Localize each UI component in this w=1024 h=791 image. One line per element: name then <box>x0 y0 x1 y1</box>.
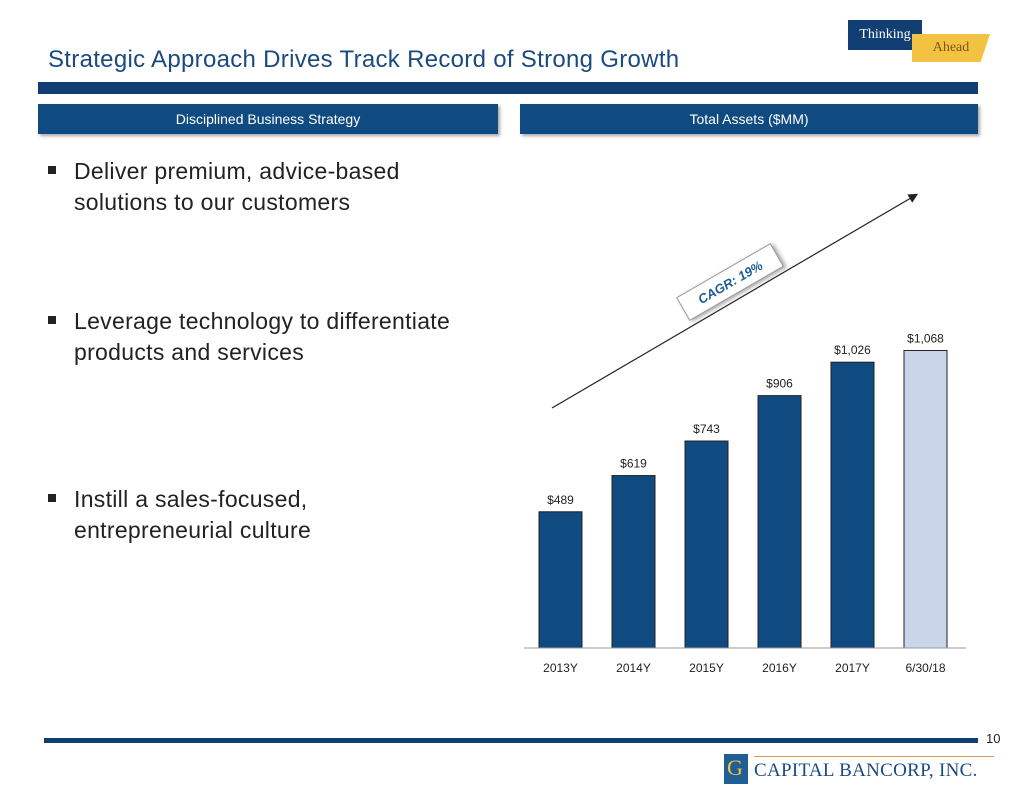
footer-divider <box>44 738 978 743</box>
bullet-text: Deliver premium, advice-based solutions … <box>74 158 400 215</box>
logo-glyph: G <box>727 755 743 780</box>
title-divider <box>38 82 978 94</box>
brand-thinking: Thinking <box>848 20 922 50</box>
logo-rule <box>754 756 994 757</box>
bullet-text: Instill a sales-focused, entrepreneurial… <box>74 486 312 543</box>
value-label: $619 <box>620 457 647 471</box>
strategy-section-header: Disciplined Business Strategy <box>38 104 498 134</box>
bar-2016Y <box>757 395 802 649</box>
bullet-square-icon <box>48 166 56 174</box>
cagr-trend-arrow <box>551 193 919 409</box>
bar-2017Y <box>830 361 875 649</box>
logo-mark-icon: G <box>724 754 748 784</box>
bar-2013Y <box>538 511 583 649</box>
cagr-callout-box <box>676 243 784 321</box>
assets-section-header: Total Assets ($MM) <box>520 104 978 134</box>
category-label: 2014Y <box>616 661 651 675</box>
bar-2015Y <box>684 440 729 649</box>
page-title: Strategic Approach Drives Track Record o… <box>48 46 680 73</box>
bullet-item: Deliver premium, advice-based solutions … <box>48 156 468 218</box>
page-number: 10 <box>986 731 1001 746</box>
value-label: $1,068 <box>907 331 944 345</box>
brand-ahead: Ahead <box>912 34 990 62</box>
value-label: $906 <box>766 377 793 391</box>
total-assets-chart: $489 2013Y $619 2014Y $743 2015Y $906 2016Y $1,0… <box>510 180 980 680</box>
bullet-item: Leverage technology to differentiate pro… <box>48 306 468 368</box>
chart-canvas: $489 2013Y $619 2014Y $743 2015Y $906 2016Y $1,0… <box>524 193 966 675</box>
bullet-square-icon <box>48 494 56 502</box>
category-label: 2017Y <box>835 661 870 675</box>
category-label: 2015Y <box>689 661 724 675</box>
bullet-text: Leverage technology to differentiate pro… <box>74 308 451 365</box>
category-label: 6/30/18 <box>905 661 945 675</box>
company-name: CAPITAL BANCORP, INC. <box>754 760 978 781</box>
value-label: $1,026 <box>834 343 871 357</box>
bar-6/30/18 <box>903 349 948 649</box>
bullet-square-icon <box>48 316 56 324</box>
category-label: 2016Y <box>762 661 797 675</box>
value-label: $743 <box>693 422 720 436</box>
capital-bancorp-logo: G CAPITAL BANCORP, INC. <box>724 754 994 788</box>
bullet-item: Instill a sales-focused, entrepreneurial… <box>48 484 468 546</box>
thinking-ahead-logo: Thinking Ahead <box>848 20 990 64</box>
bar-2014Y <box>611 475 656 649</box>
category-label: 2013Y <box>543 661 578 675</box>
value-label: $489 <box>547 493 574 507</box>
